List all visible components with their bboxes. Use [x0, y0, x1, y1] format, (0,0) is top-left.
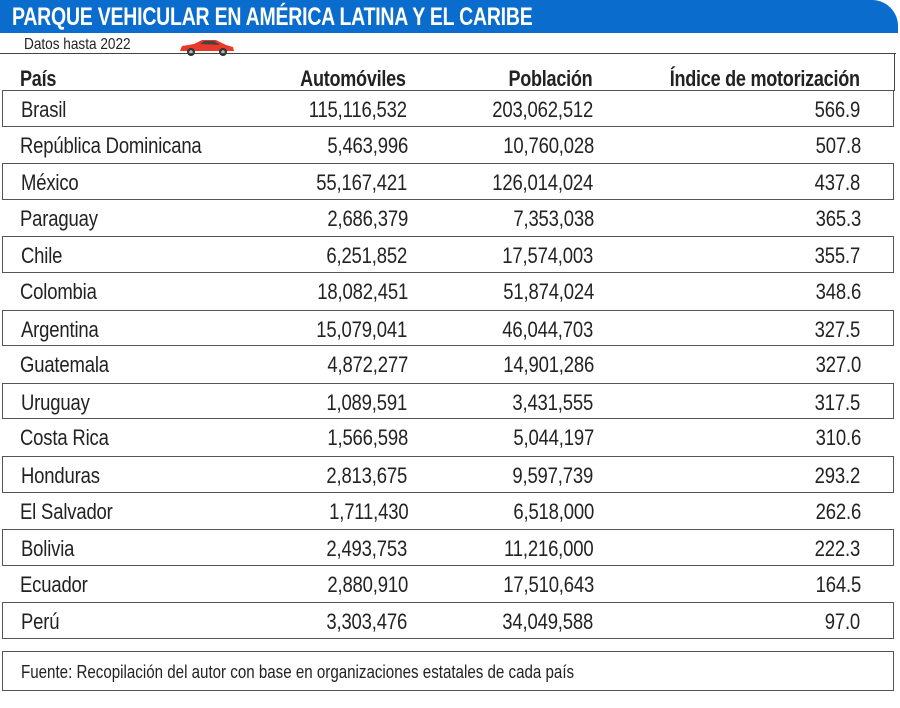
table-row: Bolivia 2,493,753 11,216,000 222.3	[2, 529, 894, 566]
table-row: El Salvador 1,711,430 6,518,000 262.6	[2, 493, 894, 530]
divider	[0, 53, 896, 54]
cell-motorization-index: 365.3	[815, 205, 862, 231]
cell-motorization-index: 310.6	[815, 425, 862, 451]
cell-motorization-index: 355.7	[814, 243, 861, 269]
cell-country: Brasil	[21, 97, 67, 122]
cell-automobiles: 5,463,996	[327, 132, 408, 158]
cell-motorization-index: 317.5	[814, 389, 861, 415]
cell-country: Perú	[21, 609, 60, 635]
cell-country: Uruguay	[21, 389, 90, 415]
cell-automobiles: 2,880,910	[327, 571, 408, 597]
cell-country: El Salvador	[20, 498, 113, 524]
cell-population: 5,044,197	[513, 425, 594, 451]
cell-population: 14,901,286	[503, 352, 594, 378]
table-row: República Dominicana 5,463,996 10,760,028 5…	[2, 127, 894, 164]
subtitle: Datos hasta 2022	[24, 36, 131, 53]
cell-country: Ecuador	[20, 571, 88, 597]
table-row: Argentina 15,079,041 46,044,703 327.5	[2, 309, 894, 347]
page-title: PARQUE VEHICULAR EN AMÉRICA LATINA Y EL …	[12, 3, 533, 31]
cell-country: Guatemala	[20, 352, 109, 378]
source-note: Fuente: Recopilación del autor con base …	[2, 651, 894, 691]
table-row: Honduras 2,813,675 9,597,739 293.2	[2, 456, 894, 493]
cell-automobiles: 2,493,753	[326, 536, 407, 562]
cell-motorization-index: 507.8	[815, 132, 862, 158]
cell-country: Paraguay	[20, 205, 98, 231]
cell-motorization-index: 566.9	[814, 97, 861, 122]
table-row: Costa Rica 1,566,598 5,044,197 310.6	[2, 419, 894, 456]
header-automoviles: Automóviles	[300, 66, 406, 91]
header-pais: País	[20, 66, 57, 91]
cell-population: 46,044,703	[502, 316, 593, 342]
header-indice: Índice de motorización	[669, 66, 860, 91]
cell-country: Costa Rica	[20, 425, 109, 451]
cell-country: Honduras	[21, 463, 100, 488]
cell-automobiles: 6,251,852	[326, 243, 407, 269]
cell-automobiles: 115,116,532	[308, 97, 407, 122]
table-row: Colombia 18,082,451 51,874,024 348.6	[2, 273, 894, 310]
cell-motorization-index: 164.5	[815, 571, 862, 597]
cell-automobiles: 15,079,041	[316, 316, 407, 342]
header-poblacion: Población	[508, 66, 592, 91]
cell-population: 34,049,588	[502, 609, 593, 635]
cell-country: Colombia	[20, 279, 97, 304]
cell-motorization-index: 222.3	[814, 536, 861, 562]
cell-population: 17,510,643	[503, 571, 594, 597]
cell-population: 7,353,038	[513, 205, 594, 231]
cell-country: República Dominicana	[20, 132, 202, 158]
cell-motorization-index: 348.6	[815, 279, 862, 304]
cell-motorization-index: 293.2	[814, 463, 861, 488]
table-row: Brasil 115,116,532 203,062,512 566.9	[2, 90, 894, 127]
cell-motorization-index: 327.0	[815, 352, 862, 378]
divider	[894, 53, 895, 91]
cell-population: 11,216,000	[503, 536, 594, 562]
cell-automobiles: 3,303,476	[326, 609, 407, 635]
table-row: Perú 3,303,476 34,049,588 97.0	[2, 602, 894, 639]
cell-population: 9,597,739	[512, 463, 593, 488]
table-row: Ecuador 2,880,910 17,510,643 164.5	[2, 566, 894, 603]
cell-motorization-index: 327.5	[814, 316, 861, 342]
cell-automobiles: 1,711,430	[328, 498, 409, 524]
cell-population: 51,874,024	[503, 279, 594, 304]
cell-automobiles: 4,872,277	[327, 352, 408, 378]
table-row: Guatemala 4,872,277 14,901,286 327.0	[2, 346, 894, 383]
cell-motorization-index: 262.6	[815, 498, 862, 524]
cell-automobiles: 2,813,675	[326, 463, 407, 488]
cell-population: 3,431,555	[512, 389, 593, 415]
cell-motorization-index: 437.8	[814, 170, 861, 196]
cell-population: 203,062,512	[492, 97, 593, 122]
car-icon	[180, 40, 234, 56]
cell-population: 10,760,028	[503, 132, 594, 158]
cell-country: Chile	[21, 243, 63, 269]
cell-country: Bolivia	[21, 536, 75, 562]
source-text: Fuente: Recopilación del autor con base …	[21, 662, 575, 682]
cell-automobiles: 1,089,591	[326, 389, 407, 415]
table-row: Paraguay 2,686,379 7,353,038 365.3	[2, 200, 894, 237]
cell-country: Argentina	[21, 316, 99, 342]
cell-population: 6,518,000	[513, 498, 594, 524]
cell-automobiles: 55,167,421	[316, 170, 407, 196]
cell-country: México	[21, 170, 79, 196]
cell-automobiles: 18,082,451	[317, 279, 408, 304]
cell-automobiles: 1,566,598	[327, 425, 408, 451]
cell-population: 17,574,003	[502, 243, 593, 269]
table-row: Uruguay 1,089,591 3,431,555 317.5	[2, 382, 894, 420]
table-row: México 55,167,421 126,014,024 437.8	[2, 163, 894, 200]
cell-population: 126,014,024	[492, 170, 593, 196]
cell-automobiles: 2,686,379	[327, 205, 408, 231]
cell-motorization-index: 97.0	[824, 609, 860, 635]
title-banner: PARQUE VEHICULAR EN AMÉRICA LATINA Y EL …	[0, 0, 898, 33]
table-row: Chile 6,251,852 17,574,003 355.7	[2, 236, 894, 273]
